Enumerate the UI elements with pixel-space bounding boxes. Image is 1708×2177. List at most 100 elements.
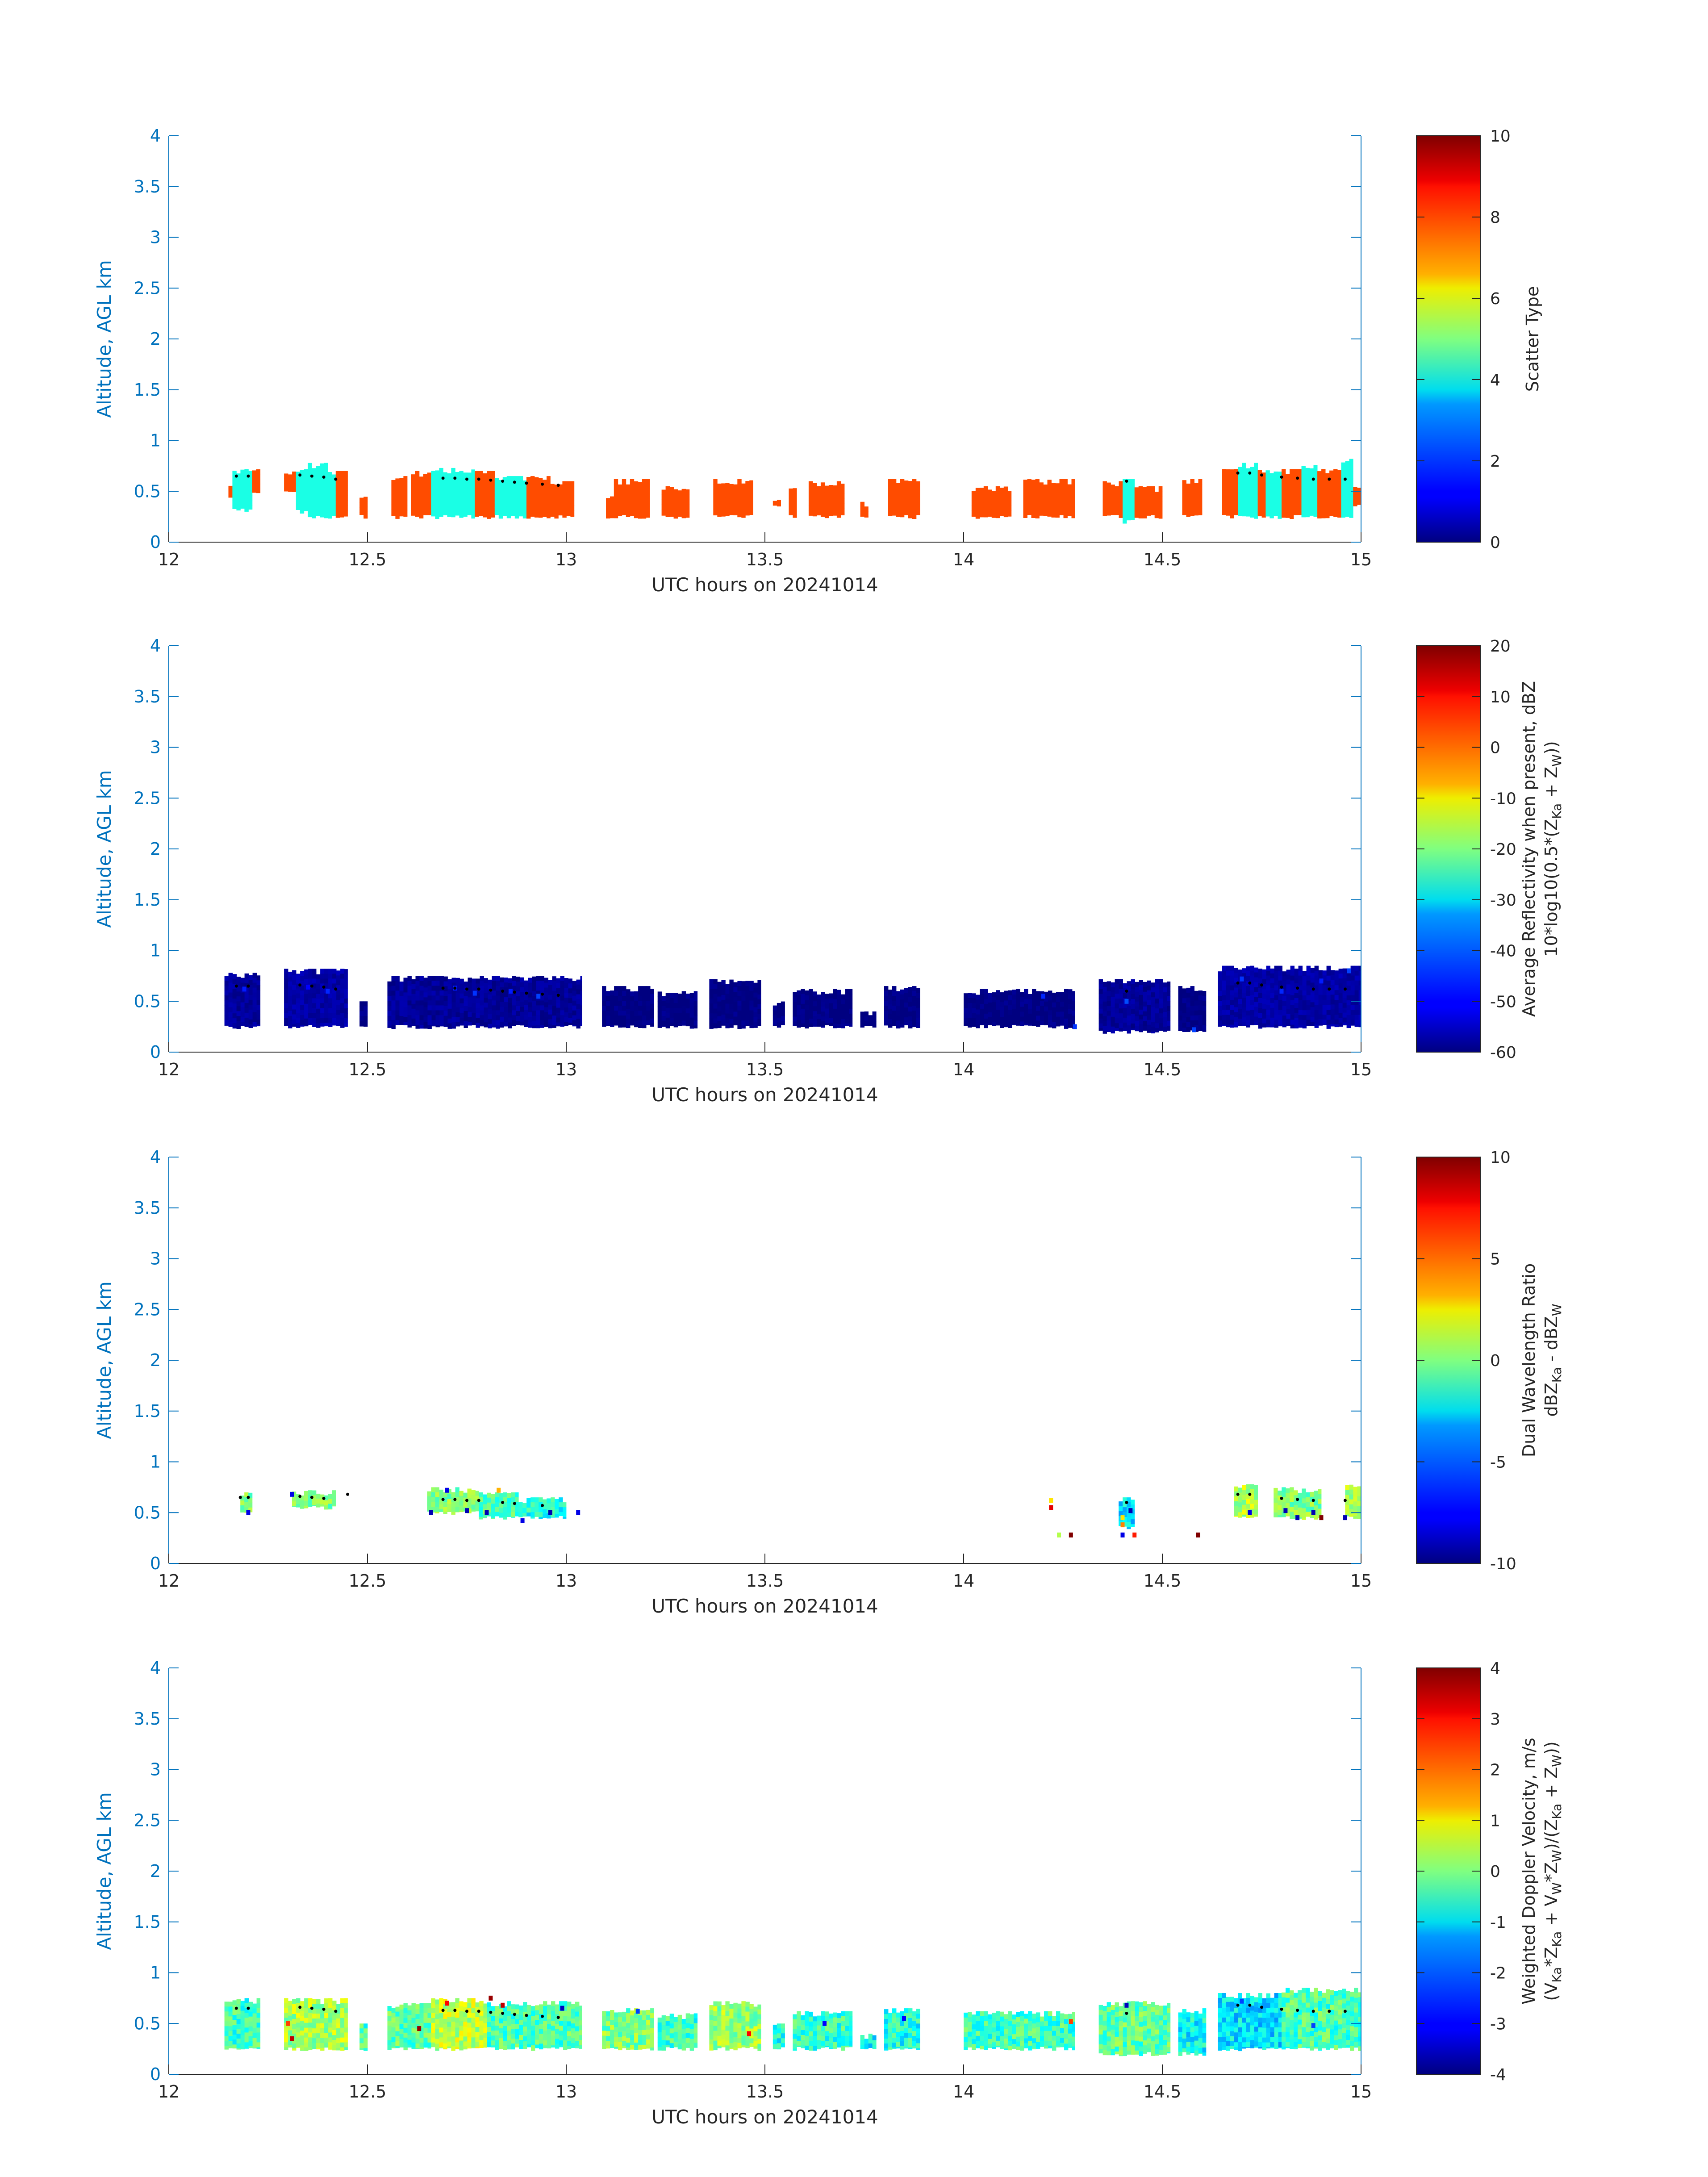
data-cell: [753, 1012, 758, 1018]
data-cell: [547, 501, 551, 506]
data-cell: [1345, 1514, 1349, 1517]
data-cell: [642, 1011, 647, 1016]
data-cell: [900, 1014, 905, 1020]
data-span-9: [860, 1011, 877, 1028]
data-cell-highlight: [1069, 1532, 1073, 1538]
data-cell: [554, 489, 559, 495]
data-cell: [1338, 1023, 1343, 1027]
data-cell: [236, 2024, 241, 2029]
data-cell: [991, 510, 996, 516]
marker-point: [1328, 987, 1331, 991]
data-cell: [518, 481, 523, 486]
data-cell: [562, 481, 567, 486]
data-cell: [1334, 1010, 1339, 1015]
data-cell: [646, 499, 650, 504]
data-cell: [292, 471, 296, 477]
data-cell: [471, 489, 475, 494]
data-cell: [556, 1017, 560, 1023]
data-cell: [526, 497, 531, 502]
data-cell: [1150, 496, 1155, 501]
data-cell: [395, 518, 400, 519]
data-cell-highlight: [1196, 1532, 1200, 1538]
data-cell: [1298, 469, 1302, 474]
data-cell: [1246, 971, 1250, 977]
data-cell: [252, 1017, 257, 1022]
data-cell: [411, 514, 416, 516]
data-cell: [908, 1026, 913, 1028]
data-cell: [1226, 980, 1230, 986]
data-cell: [1059, 514, 1064, 515]
data-cell: [1246, 502, 1250, 508]
data-cell: [535, 506, 539, 512]
data-cell: [1102, 982, 1107, 987]
data-cell: [805, 1005, 809, 1011]
data-cell: [399, 2009, 404, 2015]
data-cell: [1294, 993, 1299, 999]
data-cell: [224, 1005, 229, 1011]
data-cell: [630, 1001, 635, 1007]
data-cell: [745, 496, 750, 501]
data-cell: [576, 1014, 580, 1019]
data-cell: [1198, 499, 1203, 504]
data-cell: [1246, 1504, 1250, 1509]
data-cell: [572, 986, 576, 991]
data-cell: [1298, 970, 1303, 976]
data-cell: [1238, 989, 1242, 994]
data-cell: [248, 2036, 253, 2042]
data-cell: [1147, 1020, 1151, 1025]
data-cell: [1024, 1018, 1028, 1024]
data-cell: [1055, 493, 1060, 498]
data-cell: [618, 996, 622, 1001]
data-cell: [1342, 973, 1347, 978]
data-cell: [550, 508, 555, 514]
data-cell: [729, 498, 734, 504]
data-cell: [395, 1020, 400, 1025]
data-cell: [1020, 1016, 1024, 1022]
data-cell: [626, 514, 631, 517]
data-cell: [892, 509, 897, 514]
data-cell: [618, 489, 622, 495]
data-cell: [1345, 505, 1349, 510]
data-cell: [912, 1020, 917, 1026]
data-cell: [304, 1013, 309, 1019]
data-cell: [650, 989, 654, 994]
data-cell: [515, 1507, 519, 1513]
data-cell: [312, 1018, 317, 1023]
data-cell: [308, 2022, 313, 2028]
data-cell: [560, 1020, 564, 1025]
data-cell: [825, 1008, 829, 1014]
data-cell: [793, 992, 797, 997]
data-cell: [1064, 999, 1069, 1004]
data-cell: [1298, 995, 1303, 1000]
data-cell: [1298, 975, 1303, 981]
data-cell: [1102, 506, 1107, 511]
data-cell: [324, 492, 328, 497]
data-cell: [316, 495, 320, 501]
data-cell: [904, 988, 909, 993]
data-cell: [524, 980, 528, 986]
data-cell: [499, 1508, 503, 1513]
data-cell: [407, 981, 412, 986]
data-cell: [336, 985, 341, 990]
data-cell: [1274, 1020, 1278, 1025]
data-cell: [547, 491, 551, 496]
data-cell: [391, 504, 396, 510]
data-cell: [435, 1507, 439, 1512]
data-cell: [236, 2043, 241, 2049]
data-cell: [403, 1022, 408, 1025]
data-cell: [415, 976, 420, 981]
data-cell: [685, 1013, 690, 1019]
data-cell: [1238, 476, 1242, 482]
data-cell: [363, 2043, 368, 2048]
data-cell: [809, 1023, 813, 1027]
data-cell: [1254, 972, 1258, 978]
data-cell: [1098, 1003, 1103, 1009]
data-cell: [1163, 1002, 1167, 1007]
data-cell: [1102, 496, 1107, 501]
data-cell: [1254, 992, 1258, 997]
data-cell: [630, 509, 635, 514]
data-cell: [443, 1497, 447, 1502]
data-cell: [343, 481, 348, 486]
data-cell: [411, 1023, 416, 1026]
data-cell: [646, 986, 651, 991]
